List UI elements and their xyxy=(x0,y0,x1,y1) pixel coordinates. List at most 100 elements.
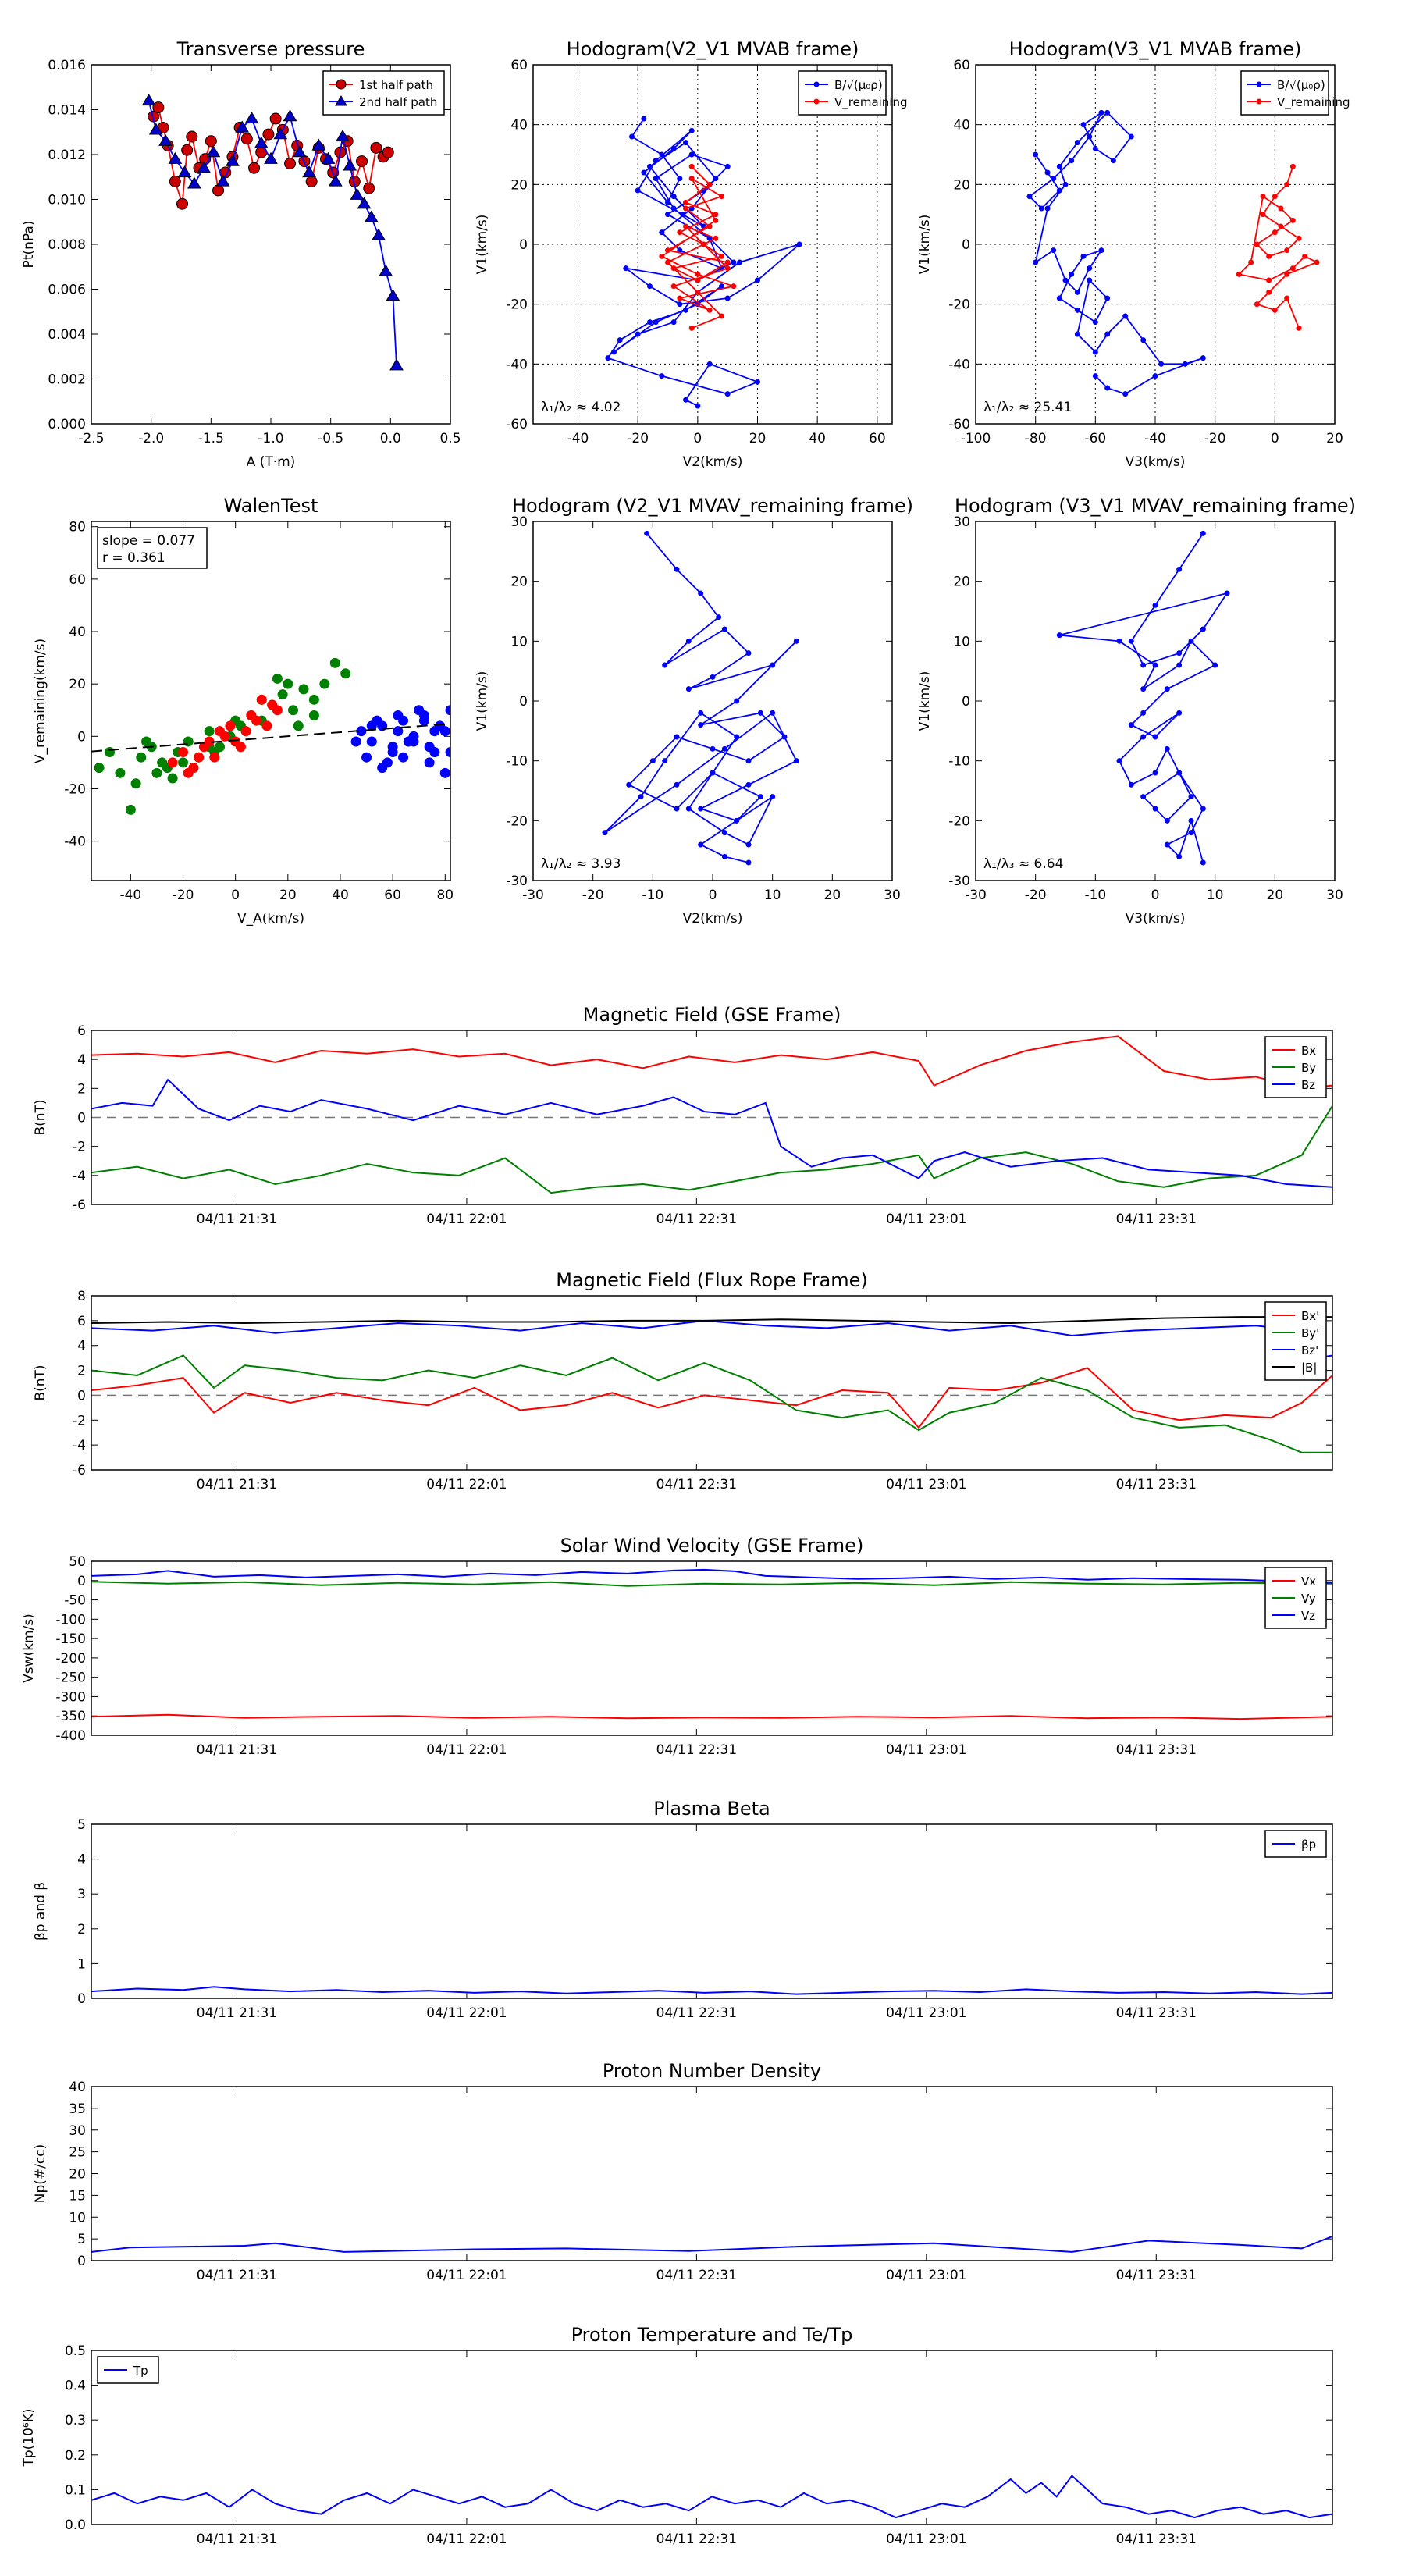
hodo1-ytick-label: 40 xyxy=(510,118,528,133)
hodo1-point xyxy=(724,391,731,397)
hodo1-point xyxy=(677,229,683,236)
hodo4-title: Hodogram (V3_V1 MVAV_remaining frame) xyxy=(955,495,1356,517)
hodo1-xtick-label: 20 xyxy=(749,431,767,447)
hodo3-point xyxy=(710,770,716,776)
walen-ylabel: V_remaining(km/s) xyxy=(33,639,48,763)
hodo3-axes-frame xyxy=(532,521,893,881)
hodo2-point xyxy=(1289,217,1296,223)
hodo3-point xyxy=(716,614,722,621)
hodo1-point xyxy=(695,277,701,283)
hodo1-point xyxy=(677,295,683,301)
walen-point xyxy=(225,720,236,731)
hodo2-point xyxy=(1074,331,1080,337)
hodo2-point xyxy=(1056,187,1062,194)
hodo2-xtick-label: -80 xyxy=(1025,431,1047,447)
hodo2-point xyxy=(1314,259,1320,265)
hodo2-legend xyxy=(1240,70,1329,116)
hodo3-point xyxy=(721,853,727,859)
hodo4-point xyxy=(1152,734,1158,740)
pt-ytick-label: 0.004 xyxy=(48,327,86,343)
hodo4-ylabel: V1(km/s) xyxy=(917,671,933,731)
hodo2-point xyxy=(1104,295,1111,301)
hodo2-point xyxy=(1051,247,1057,254)
bgse-xtick-label: 04/11 22:31 xyxy=(656,1212,737,1227)
hodo1-point xyxy=(724,259,731,265)
hodo3-point xyxy=(734,734,740,740)
walen-point xyxy=(298,684,309,695)
walen-point xyxy=(125,804,136,815)
hodo3-point xyxy=(770,794,776,800)
bgse-ytick-label: 2 xyxy=(77,1081,86,1097)
walen-ytick-label: 20 xyxy=(69,677,86,692)
hodo2-series-vremaining-line xyxy=(1237,166,1319,329)
hodo1-point xyxy=(677,247,683,254)
walen-annotation-box xyxy=(97,527,208,569)
hodo2-annotation: λ₁/λ₂ ≈ 25.41 xyxy=(984,400,1072,415)
hodo1-point xyxy=(611,349,617,355)
hodo3-point xyxy=(781,734,788,740)
hodo4-point xyxy=(1116,638,1122,644)
hodo2-point xyxy=(1056,163,1062,169)
bgse-xtick-label: 04/11 22:01 xyxy=(426,1212,507,1227)
walen-point xyxy=(105,746,116,757)
pt-ytick-label: 0.006 xyxy=(48,283,86,298)
hodo3-ytick-label: 20 xyxy=(510,575,528,590)
hodo2-point xyxy=(1044,169,1051,176)
hodo1-xtick-label: 0 xyxy=(693,431,702,447)
hodo4-xtick-label: -10 xyxy=(1084,888,1106,903)
hodo2-point xyxy=(1069,158,1075,164)
hodo2-legend-label: B/√(μ₀ρ) xyxy=(1277,78,1325,92)
hodo1-point xyxy=(670,205,677,212)
pt-point xyxy=(141,94,156,106)
hodo3-point xyxy=(734,817,740,824)
hodo3-xtick-label: -20 xyxy=(582,888,604,903)
hodo4-point xyxy=(1176,770,1183,776)
hodo2-series-b-line xyxy=(1028,110,1204,395)
hodo4-point xyxy=(1176,662,1183,668)
walen-point xyxy=(393,726,404,737)
np-xtick-label: 04/11 21:31 xyxy=(197,2268,277,2283)
hodo2-xtick-label: -40 xyxy=(1144,431,1166,447)
vsw-xtick-label: 04/11 21:31 xyxy=(197,1742,277,1758)
hodo1-point xyxy=(683,397,688,403)
hodo1-point xyxy=(755,277,760,283)
hodo1-point xyxy=(680,212,686,218)
tp-axes-frame xyxy=(91,2350,1333,2525)
hodo1-point xyxy=(641,169,647,176)
walen-point xyxy=(130,778,141,789)
np-ytick-label: 30 xyxy=(69,2123,86,2139)
hodo4-xtick-label: 10 xyxy=(1207,888,1224,903)
hodo3-xtick-label: 0 xyxy=(709,888,717,903)
hodo1-point xyxy=(713,217,719,223)
pt-legend-marker xyxy=(336,79,347,90)
hodo4-point xyxy=(1152,806,1158,812)
hodo4-ytick-label: -20 xyxy=(948,813,970,829)
hodo1-point xyxy=(635,187,641,194)
vsw-xtick-label: 04/11 23:01 xyxy=(886,1742,966,1758)
pt-point xyxy=(168,151,183,164)
pt-point xyxy=(357,197,372,209)
hodo1-point xyxy=(688,127,695,133)
pt-xtick-label: -1.0 xyxy=(258,431,283,447)
hodo4-ytick-label: 10 xyxy=(953,634,970,649)
tp-xtick-label: 04/11 21:31 xyxy=(197,2532,277,2547)
hodo2-point xyxy=(1266,277,1272,283)
hodo3-point xyxy=(721,626,727,632)
hodo1-point xyxy=(683,140,688,146)
pt-point xyxy=(205,135,217,148)
hodo1-point xyxy=(617,337,623,343)
beta-axes-frame xyxy=(91,1823,1333,1999)
hodo1-xtick-label: 40 xyxy=(809,431,826,447)
hodo4-xtick-label: 0 xyxy=(1151,888,1160,903)
walen-point xyxy=(194,752,205,763)
hodo1-point xyxy=(641,116,647,122)
hodo2-point xyxy=(1182,361,1188,367)
hodo4-point xyxy=(1152,602,1158,608)
hodo3-ytick-label: -20 xyxy=(506,813,528,829)
hodo2-title: Hodogram(V3_V1 MVAB frame) xyxy=(1009,38,1302,60)
vsw-ytick-label: -250 xyxy=(55,1670,86,1686)
hodo3-point xyxy=(745,781,752,788)
hodo2-xtick-label: -100 xyxy=(961,431,991,447)
hodo1-legend-marker xyxy=(813,81,820,87)
hodo2-point xyxy=(1038,205,1044,212)
